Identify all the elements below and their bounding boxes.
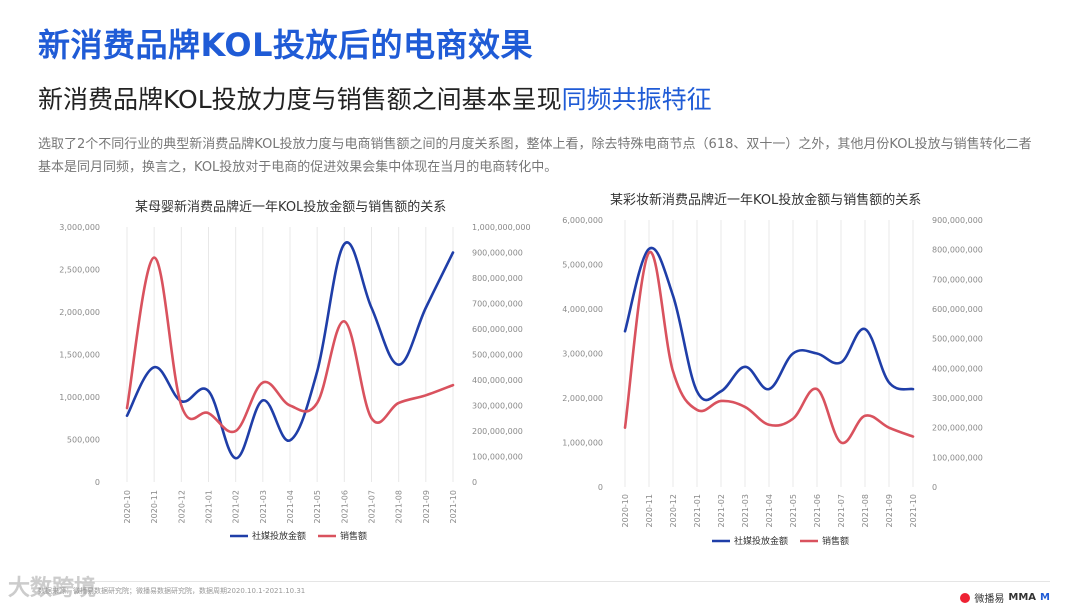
left-axis-tick-label: 5,000,000 <box>562 261 603 270</box>
right-axis-tick-label: 100,000,000 <box>932 453 983 462</box>
footer-divider <box>30 581 1050 582</box>
left-axis-tick-label: 3,000,000 <box>562 350 603 359</box>
brand-m: M <box>1040 592 1050 603</box>
x-axis-tick-label: 2020-11 <box>645 494 654 527</box>
x-axis-tick-label: 2021-08 <box>861 494 870 527</box>
subtitle-main: 新消费品牌KOL投放力度与销售额之间基本呈现 <box>38 85 562 114</box>
chart-1: 3,000,000 2,500,000 2,000,000 1,500,000 1,00… <box>59 223 530 542</box>
footer-source: 数据来源：微播易数据研究院；微播易数据研究院，数据周期2020.10.1-202… <box>38 587 306 595</box>
x-axis-tick-label: 2020-10 <box>621 494 630 527</box>
right-axis-tick-label: 800,000,000 <box>932 246 983 255</box>
left-axis-tick-label: 2,500,000 <box>59 266 100 275</box>
right-axis-tick-label: 500,000,000 <box>932 335 983 344</box>
right-axis-tick-label: 100,000,000 <box>472 453 523 462</box>
x-axis-tick-label: 2021-03 <box>259 490 268 523</box>
legend-label: 销售额 <box>822 535 849 547</box>
left-axis-tick-label: 1,000,000 <box>562 439 603 448</box>
page-subtitle: 新消费品牌KOL投放力度与销售额之间基本呈现同频共振特征 <box>38 80 712 116</box>
right-axis-tick-label: 900,000,000 <box>472 249 523 258</box>
left-axis-tick-label: 1,500,000 <box>59 351 100 360</box>
x-axis-tick-label: 2021-04 <box>765 494 774 527</box>
x-axis-tick-label: 2021-05 <box>789 494 798 527</box>
chart-2-title: 某彩妆新消费品牌近一年KOL投放金额与销售额的关系 <box>610 193 922 208</box>
series-line-kol-spend <box>125 241 455 460</box>
x-axis-tick-label: 2021-04 <box>286 490 295 523</box>
legend-label: 销售额 <box>340 530 367 542</box>
brand-mma: MMA <box>1008 592 1037 603</box>
right-axis-tick-label: 1,000,000,000 <box>472 223 531 232</box>
x-axis-tick-label: 2021-02 <box>232 490 241 523</box>
left-axis-tick-label: 0 <box>598 483 603 492</box>
weiboyi-logo-icon <box>960 592 971 603</box>
x-axis-tick-label: 2021-10 <box>909 494 918 527</box>
x-axis-tick-label: 2021-01 <box>205 490 214 523</box>
subtitle-highlight: 同频共振特征 <box>561 85 712 114</box>
x-axis-tick-label: 2021-06 <box>813 494 822 527</box>
right-axis-tick-label: 600,000,000 <box>472 325 523 334</box>
x-axis-tick-label: 2021-08 <box>395 490 404 523</box>
left-axis-tick-label: 2,000,000 <box>59 308 100 317</box>
left-axis-tick-label: 1,000,000 <box>59 393 100 402</box>
right-axis-tick-label: 600,000,000 <box>932 305 983 314</box>
x-axis-tick-label: 2021-07 <box>368 490 377 523</box>
right-axis-tick-label: 700,000,000 <box>472 300 523 309</box>
left-axis-tick-label: 6,000,000 <box>562 216 603 225</box>
footer-brand-logos: 微播易 MMA M <box>960 590 1050 605</box>
x-axis-tick-label: 2021-01 <box>693 494 702 527</box>
series-line-sales <box>125 256 455 434</box>
right-axis-tick-label: 300,000,000 <box>472 402 523 411</box>
legend-label: 社媒投放金额 <box>252 530 306 542</box>
page-title: 新消费品牌KOL投放后的电商效果 <box>38 26 533 64</box>
description-text: 选取了2个不同行业的典型新消费品牌KOL投放力度与电商销售额之间的月度关系图，整… <box>38 137 1032 175</box>
brand-weiboyi: 微播易 <box>974 594 1005 605</box>
right-axis-tick-label: 800,000,000 <box>472 274 523 283</box>
right-axis-tick-label: 900,000,000 <box>932 216 983 225</box>
series-line-sales <box>623 250 915 445</box>
x-axis-tick-label: 2020-12 <box>177 490 186 523</box>
left-axis-tick-label: 0 <box>95 478 100 487</box>
x-axis-tick-label: 2020-10 <box>123 490 132 523</box>
left-axis-tick-label: 500,000 <box>67 436 100 445</box>
right-axis-tick-label: 300,000,000 <box>932 394 983 403</box>
left-axis-tick-label: 4,000,000 <box>562 305 603 314</box>
series-line-kol-spend <box>623 246 915 402</box>
x-axis-tick-label: 2020-11 <box>150 490 159 523</box>
right-axis-tick-label: 700,000,000 <box>932 275 983 284</box>
x-axis-tick-label: 2021-03 <box>741 494 750 527</box>
x-axis-tick-label: 2021-07 <box>837 494 846 527</box>
watermark-brand: 大数跨境 <box>8 576 97 601</box>
right-axis-tick-label: 200,000,000 <box>932 424 983 433</box>
x-axis-tick-label: 2020-12 <box>669 494 678 527</box>
x-axis-tick-label: 2021-05 <box>313 490 322 523</box>
legend-label: 社媒投放金额 <box>734 535 788 547</box>
x-axis-tick-label: 2021-06 <box>340 490 349 523</box>
x-axis-tick-label: 2021-02 <box>717 494 726 527</box>
right-axis-tick-label: 400,000,000 <box>472 376 523 385</box>
left-axis-tick-label: 2,000,000 <box>562 394 603 403</box>
right-axis-tick-label: 200,000,000 <box>472 427 523 436</box>
left-axis-tick-label: 3,000,000 <box>59 223 100 232</box>
chart-2: 6,000,000 5,000,000 4,000,000 3,000,000 2,00… <box>562 216 983 547</box>
right-axis-tick-label: 500,000,000 <box>472 351 523 360</box>
chart-1-title: 某母婴新消费品牌近一年KOL投放金额与销售额的关系 <box>135 200 447 215</box>
right-axis-tick-label: 400,000,000 <box>932 364 983 373</box>
right-axis-tick-label: 0 <box>932 483 937 492</box>
x-axis-tick-label: 2021-09 <box>422 490 431 523</box>
x-axis-tick-label: 2021-10 <box>449 490 458 523</box>
right-axis-tick-label: 0 <box>472 478 477 487</box>
x-axis-tick-label: 2021-09 <box>885 494 894 527</box>
